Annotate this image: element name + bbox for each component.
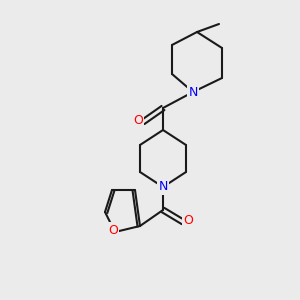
- Text: N: N: [158, 181, 168, 194]
- Text: N: N: [188, 85, 198, 98]
- Text: O: O: [133, 113, 143, 127]
- Text: O: O: [108, 224, 118, 236]
- Text: O: O: [183, 214, 193, 226]
